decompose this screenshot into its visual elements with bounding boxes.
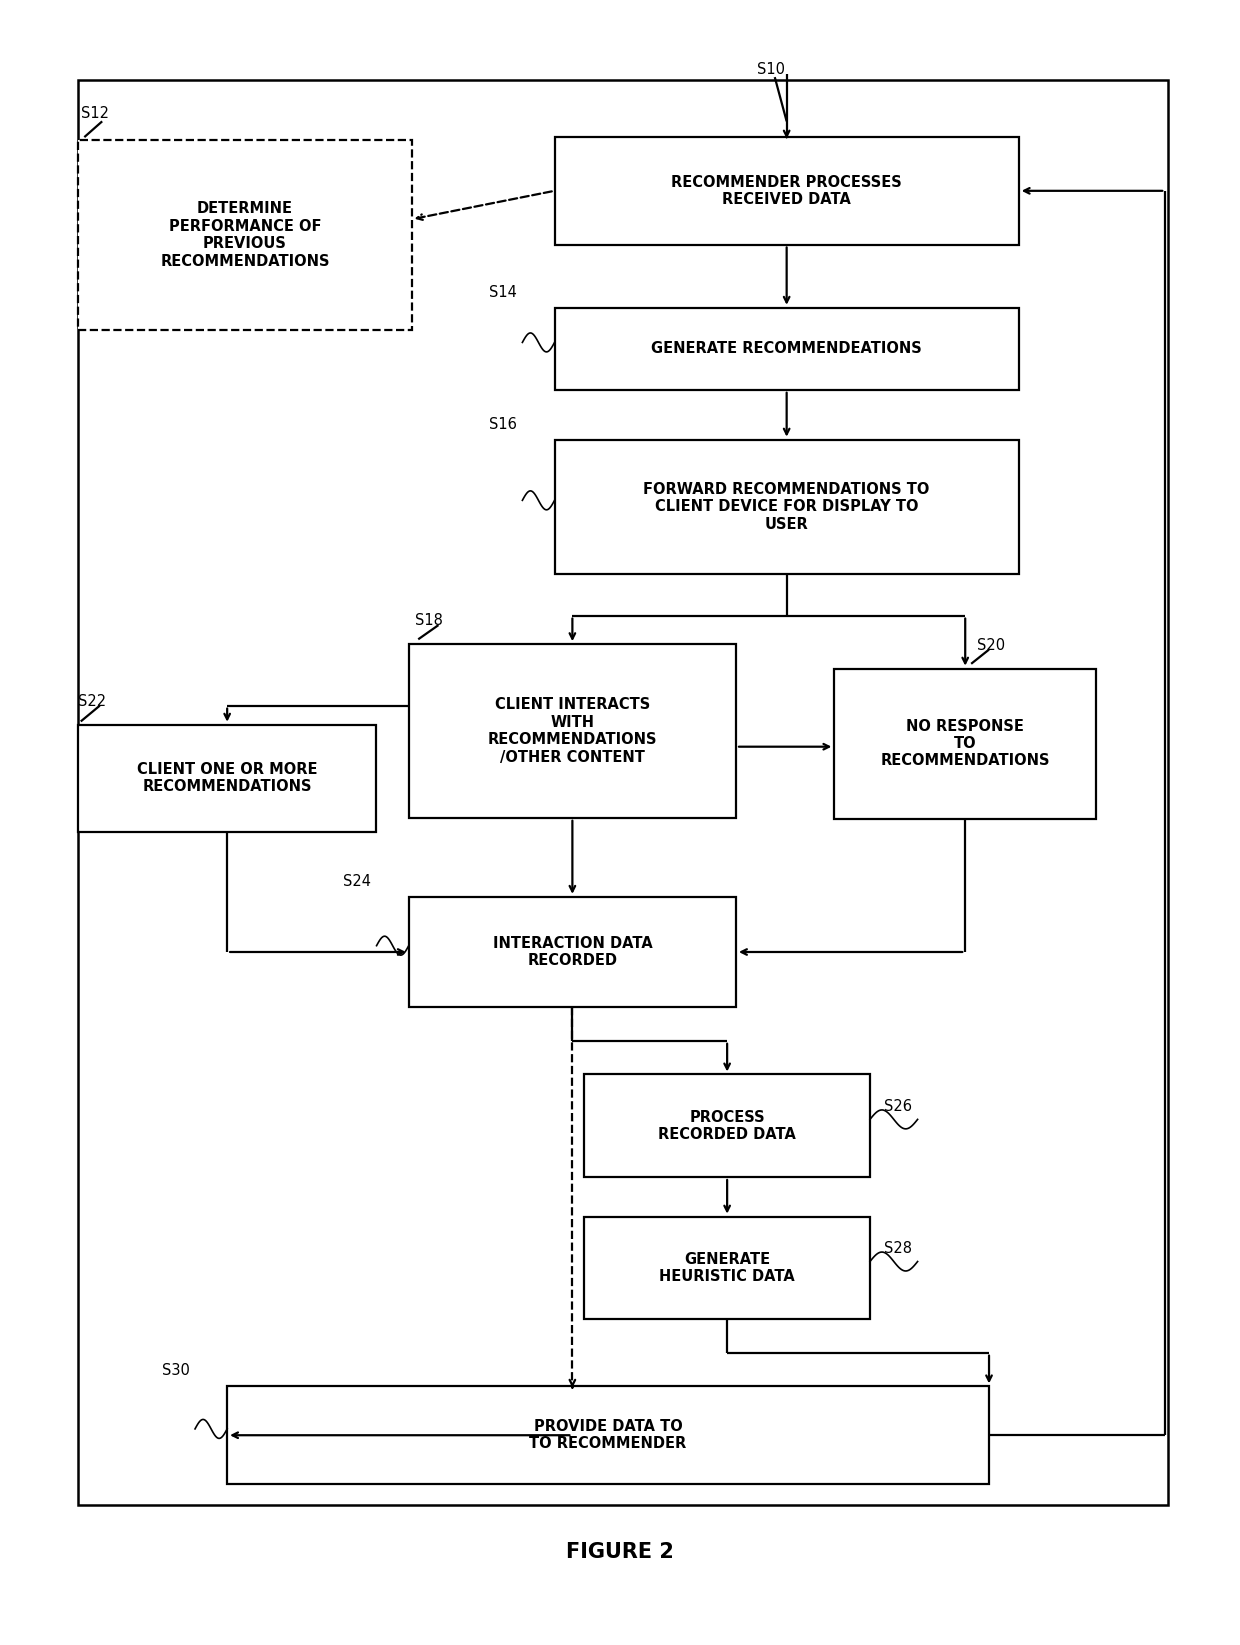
Text: RECOMMENDER PROCESSES
RECEIVED DATA: RECOMMENDER PROCESSES RECEIVED DATA xyxy=(671,174,901,207)
Bar xyxy=(584,1217,870,1319)
Bar xyxy=(227,1387,990,1484)
Text: S26: S26 xyxy=(884,1099,913,1114)
Text: S22: S22 xyxy=(78,694,107,709)
Bar xyxy=(554,137,1019,245)
Text: S24: S24 xyxy=(343,873,371,888)
Text: S10: S10 xyxy=(756,63,785,77)
Bar xyxy=(584,1074,870,1178)
Text: FIGURE 2: FIGURE 2 xyxy=(567,1541,673,1563)
Text: CLIENT INTERACTS
WITH
RECOMMENDATIONS
/OTHER CONTENT: CLIENT INTERACTS WITH RECOMMENDATIONS /O… xyxy=(487,697,657,765)
Bar xyxy=(554,439,1019,574)
Text: INTERACTION DATA
RECORDED: INTERACTION DATA RECORDED xyxy=(492,936,652,969)
Text: GENERATE RECOMMENDEATIONS: GENERATE RECOMMENDEATIONS xyxy=(651,341,923,357)
Bar xyxy=(78,140,412,329)
Text: S20: S20 xyxy=(977,638,1006,653)
Text: DETERMINE
PERFORMANCE OF
PREVIOUS
RECOMMENDATIONS: DETERMINE PERFORMANCE OF PREVIOUS RECOMM… xyxy=(160,201,330,268)
Bar xyxy=(409,897,737,1007)
Bar xyxy=(78,724,376,832)
Text: NO RESPONSE
TO
RECOMMENDATIONS: NO RESPONSE TO RECOMMENDATIONS xyxy=(880,719,1050,768)
Bar xyxy=(835,668,1096,819)
Text: S18: S18 xyxy=(414,614,443,628)
Text: S30: S30 xyxy=(161,1364,190,1379)
Text: CLIENT ONE OR MORE
RECOMMENDATIONS: CLIENT ONE OR MORE RECOMMENDATIONS xyxy=(136,762,317,795)
Text: S12: S12 xyxy=(81,107,109,122)
Text: S16: S16 xyxy=(489,416,517,431)
Text: S14: S14 xyxy=(489,285,517,299)
Text: GENERATE
HEURISTIC DATA: GENERATE HEURISTIC DATA xyxy=(660,1252,795,1285)
Text: PROCESS
RECORDED DATA: PROCESS RECORDED DATA xyxy=(658,1109,796,1142)
Bar xyxy=(409,645,737,818)
Text: PROVIDE DATA TO
TO RECOMMENDER: PROVIDE DATA TO TO RECOMMENDER xyxy=(529,1420,687,1451)
Text: S28: S28 xyxy=(884,1242,913,1257)
Bar xyxy=(554,308,1019,390)
Text: FORWARD RECOMMENDATIONS TO
CLIENT DEVICE FOR DISPLAY TO
USER: FORWARD RECOMMENDATIONS TO CLIENT DEVICE… xyxy=(644,482,930,531)
